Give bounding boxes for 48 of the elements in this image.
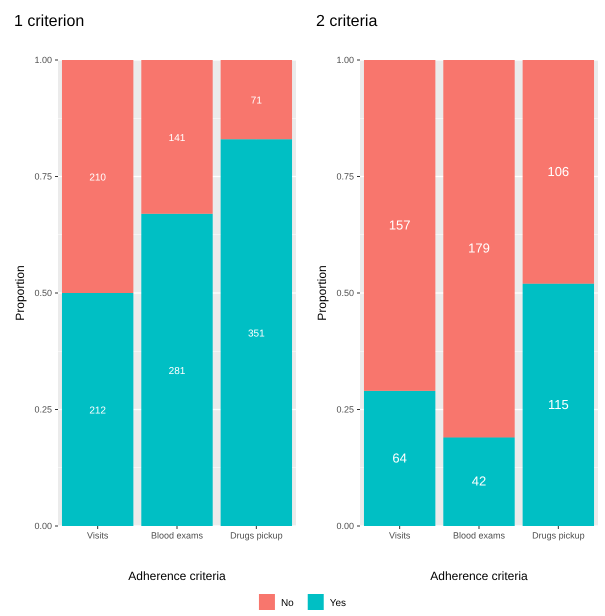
- bar: [141, 214, 213, 526]
- y-tick-label: 0.50: [34, 288, 52, 298]
- y-axis-title: Proportion: [13, 265, 27, 321]
- x-tick-label: Visits: [86, 530, 109, 540]
- y-tick-label: 0.50: [336, 288, 354, 298]
- bar: [62, 293, 134, 526]
- annotation: 281: [168, 366, 186, 377]
- bar: [443, 60, 515, 438]
- annotation: 71: [250, 96, 262, 107]
- y-tick-label: 0.75: [336, 171, 354, 182]
- x-tick-label: Blood exams: [452, 530, 506, 540]
- bar: [364, 60, 436, 391]
- bar: [364, 390, 436, 526]
- bar: [141, 60, 213, 214]
- chart-title: 1 criterion: [14, 13, 84, 30]
- annotation: 64: [392, 450, 407, 466]
- x-axis-title: Adherence criteria: [128, 569, 226, 583]
- annotation: 212: [89, 406, 106, 416]
- x-tick-label: Visits: [388, 530, 411, 540]
- legend-label: Yes: [330, 598, 346, 609]
- y-axis-title: Proportion: [315, 265, 329, 321]
- y-tick-label: 0.00: [336, 520, 354, 531]
- bar: [220, 60, 292, 140]
- y-tick-label: 0.00: [34, 520, 52, 531]
- y-tick-label: 0.25: [34, 404, 52, 414]
- bar: [522, 60, 594, 284]
- annotation: 141: [168, 132, 186, 144]
- x-tick-label: Drugs pickup: [532, 530, 585, 540]
- y-tick-label: 0.25: [336, 404, 354, 414]
- x-tick-label: Drugs pickup: [230, 530, 283, 540]
- annotation: 210: [89, 172, 106, 184]
- annotation: 157: [388, 217, 411, 232]
- annotation: 179: [468, 240, 490, 256]
- annotation: 351: [248, 328, 266, 340]
- chart-title: 2 criteria: [316, 13, 378, 30]
- annotation: 42: [472, 474, 486, 489]
- x-tick-label: Blood exams: [150, 530, 204, 540]
- annotation: 106: [547, 164, 570, 179]
- y-tick-label: 1.00: [34, 54, 52, 65]
- x-axis-title: Adherence criteria: [430, 569, 528, 583]
- y-tick-label: 0.75: [34, 171, 52, 182]
- bar: [62, 60, 134, 293]
- bar: [522, 284, 594, 526]
- annotation: 115: [548, 396, 569, 412]
- legend-label: No: [280, 598, 294, 609]
- y-tick-label: 1.00: [336, 54, 354, 65]
- bar: [220, 139, 292, 526]
- bar: [443, 437, 515, 526]
